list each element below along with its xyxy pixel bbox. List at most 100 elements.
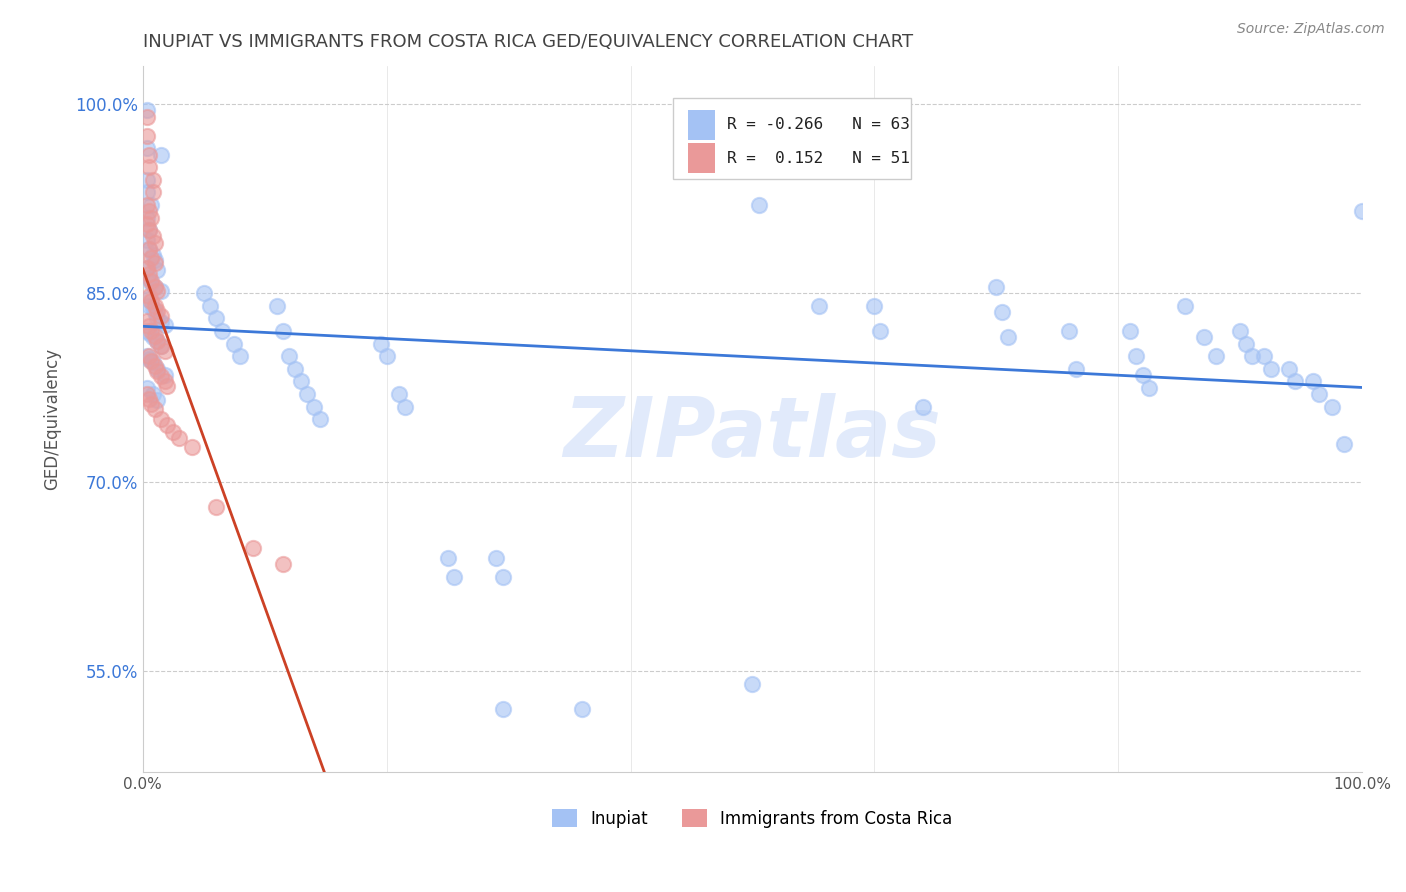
Point <box>869 324 891 338</box>
Point <box>141 274 163 288</box>
Point <box>135 387 157 401</box>
Point <box>135 260 157 275</box>
Point <box>150 315 173 329</box>
Point <box>997 330 1019 344</box>
Point <box>1284 375 1306 389</box>
Point <box>143 299 166 313</box>
Point <box>1192 330 1215 344</box>
Point <box>375 349 398 363</box>
Point <box>162 425 184 439</box>
Point <box>302 400 325 414</box>
Point <box>156 418 179 433</box>
Point <box>153 375 176 389</box>
Point <box>143 280 166 294</box>
Point <box>180 440 202 454</box>
Point <box>143 280 166 294</box>
Point <box>138 392 160 406</box>
Point <box>141 198 163 212</box>
Point <box>141 397 163 411</box>
Point <box>135 293 157 307</box>
Point <box>146 303 169 318</box>
Point <box>143 329 166 343</box>
Point <box>1174 299 1197 313</box>
Point <box>443 570 465 584</box>
Point <box>146 393 169 408</box>
Point <box>211 324 233 338</box>
Point <box>1229 324 1251 338</box>
Point <box>1059 324 1081 338</box>
Point <box>142 172 165 186</box>
Point <box>142 301 165 316</box>
Point <box>1137 381 1160 395</box>
Point <box>1333 437 1355 451</box>
Point <box>1125 349 1147 363</box>
Point <box>491 702 513 716</box>
Point <box>863 299 886 313</box>
Point <box>135 233 157 247</box>
Point <box>141 251 163 265</box>
Point <box>141 324 163 338</box>
Point <box>138 242 160 256</box>
Point <box>142 355 165 369</box>
Point <box>271 324 294 338</box>
Point <box>986 280 1008 294</box>
Point <box>138 242 160 256</box>
Point <box>156 379 179 393</box>
Point <box>1132 368 1154 382</box>
Point <box>135 128 157 143</box>
Point <box>138 318 160 333</box>
Point <box>284 361 307 376</box>
Point <box>278 349 301 363</box>
Point <box>143 256 166 270</box>
Point <box>135 217 157 231</box>
Point <box>169 431 191 445</box>
Point <box>150 284 173 298</box>
Point <box>138 299 160 313</box>
Point <box>135 198 157 212</box>
Point <box>141 354 163 368</box>
Point <box>370 336 392 351</box>
Text: R =  0.152   N = 51: R = 0.152 N = 51 <box>727 151 910 166</box>
Point <box>1205 349 1227 363</box>
Point <box>135 110 157 124</box>
Point <box>135 211 157 225</box>
Point <box>138 271 160 285</box>
Point <box>142 248 165 262</box>
Point <box>138 223 160 237</box>
Point <box>146 334 169 348</box>
Point <box>143 402 166 417</box>
Point <box>198 299 221 313</box>
Point <box>205 311 228 326</box>
Point <box>266 299 288 313</box>
Point <box>193 286 215 301</box>
Point <box>141 293 163 308</box>
Point <box>153 344 176 359</box>
Point <box>912 400 935 414</box>
Point <box>146 334 169 348</box>
Point <box>135 260 157 275</box>
Point <box>142 330 165 344</box>
Point <box>138 204 160 219</box>
Point <box>146 364 169 378</box>
Point <box>1241 349 1264 363</box>
Text: ZIPatlas: ZIPatlas <box>564 392 942 474</box>
Point <box>138 349 160 363</box>
Point <box>135 324 157 338</box>
Point <box>1320 400 1343 414</box>
Point <box>1302 375 1324 389</box>
Point <box>135 141 157 155</box>
Point <box>150 147 173 161</box>
Point <box>146 361 169 376</box>
Point <box>290 375 312 389</box>
Point <box>1064 361 1087 376</box>
Point <box>141 211 163 225</box>
Point <box>485 550 508 565</box>
Point <box>150 412 173 426</box>
Point <box>135 381 157 395</box>
Point <box>229 349 252 363</box>
Point <box>150 309 173 323</box>
Point <box>142 229 165 244</box>
Point <box>436 550 458 565</box>
Point <box>153 368 176 382</box>
Point <box>741 677 763 691</box>
